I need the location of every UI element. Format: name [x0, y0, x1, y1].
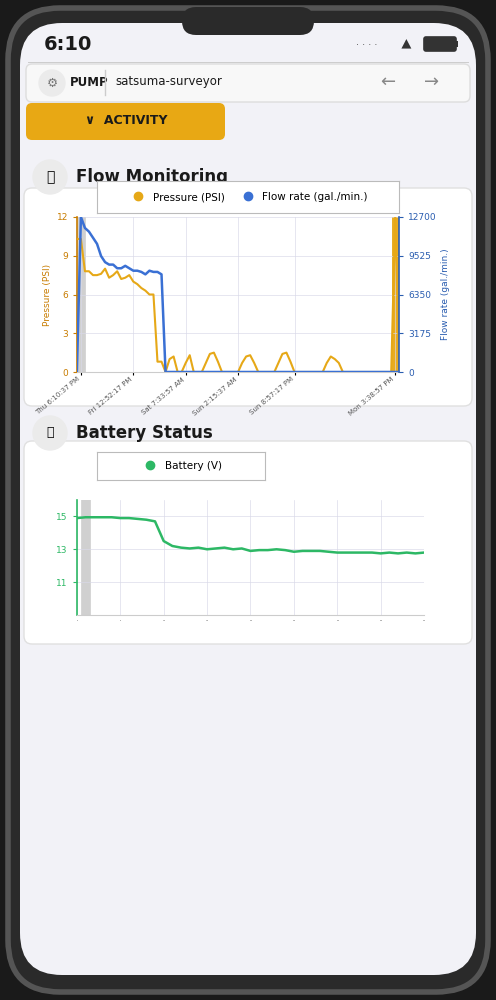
Text: ◀: ◀	[399, 38, 413, 48]
Circle shape	[39, 70, 65, 96]
Text: 🚰: 🚰	[46, 170, 54, 184]
Text: 🔋: 🔋	[46, 426, 54, 440]
FancyBboxPatch shape	[182, 7, 314, 35]
Text: ∨  ACTIVITY: ∨ ACTIVITY	[85, 114, 167, 127]
Circle shape	[33, 416, 67, 450]
FancyBboxPatch shape	[8, 8, 488, 992]
FancyBboxPatch shape	[455, 41, 458, 47]
Text: ⚙: ⚙	[46, 77, 58, 90]
Text: →: →	[425, 73, 439, 91]
FancyBboxPatch shape	[24, 188, 472, 406]
Text: satsuma-surveyor: satsuma-surveyor	[115, 76, 222, 89]
Circle shape	[33, 160, 67, 194]
FancyBboxPatch shape	[26, 103, 225, 140]
FancyBboxPatch shape	[26, 64, 470, 102]
Y-axis label: Flow rate (gal./min.): Flow rate (gal./min.)	[441, 249, 450, 340]
FancyBboxPatch shape	[24, 441, 472, 644]
Text: Flow Monitoring: Flow Monitoring	[76, 168, 228, 186]
Text: PUMP: PUMP	[70, 76, 109, 89]
FancyBboxPatch shape	[20, 23, 476, 975]
FancyBboxPatch shape	[424, 37, 456, 51]
Text: ←: ←	[380, 73, 396, 91]
Legend: Battery (V): Battery (V)	[136, 457, 226, 475]
Legend: Pressure (PSI), Flow rate (gal./min.): Pressure (PSI), Flow rate (gal./min.)	[124, 188, 372, 206]
Text: Battery Status: Battery Status	[76, 424, 213, 442]
Text: · · · ·: · · · ·	[356, 40, 377, 50]
Y-axis label: Pressure (PSI): Pressure (PSI)	[43, 263, 52, 326]
Text: 6:10: 6:10	[44, 35, 92, 54]
